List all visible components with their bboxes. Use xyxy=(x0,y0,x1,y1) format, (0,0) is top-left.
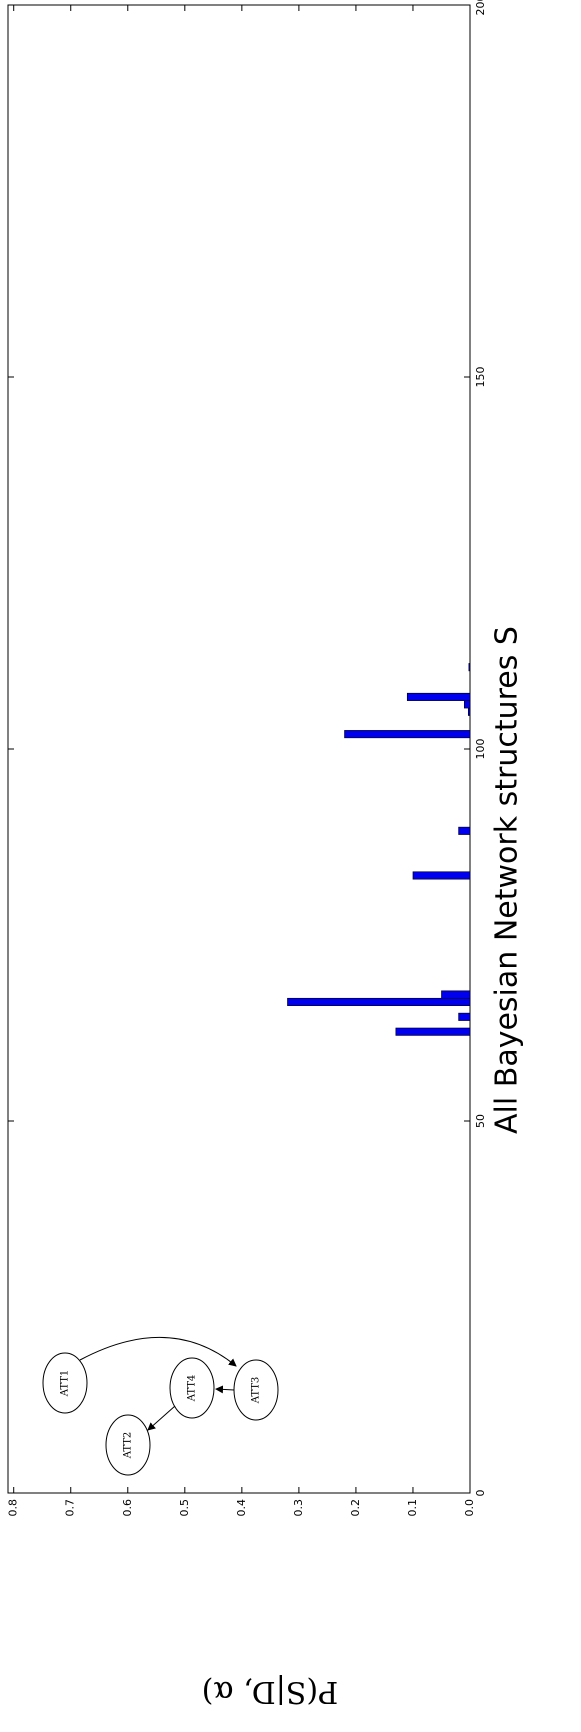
inset-network xyxy=(42,1337,279,1476)
y-tick-label: 0.1 xyxy=(406,1499,419,1517)
bar xyxy=(441,990,471,999)
edge xyxy=(147,1405,176,1431)
x-tick-label: 150 xyxy=(474,367,487,388)
edge xyxy=(79,1337,237,1367)
bar xyxy=(344,730,471,739)
edge xyxy=(215,1385,235,1394)
bar xyxy=(406,692,471,701)
node-label: ATT4 xyxy=(187,1375,198,1403)
bar xyxy=(458,826,471,835)
y-tick-label: 0.6 xyxy=(121,1499,134,1517)
y-tick-label: 0.3 xyxy=(292,1499,305,1517)
y-tick-label: 0.2 xyxy=(349,1499,362,1517)
y-axis-label: P(S|D, α) xyxy=(202,1674,339,1709)
x-axis-label: All Bayesian Network structures S xyxy=(490,626,525,1134)
frame xyxy=(7,4,471,1494)
node xyxy=(169,1357,215,1419)
node xyxy=(105,1414,151,1476)
bar xyxy=(395,1027,471,1036)
bar xyxy=(458,1012,471,1021)
x-tick-label: 0 xyxy=(474,1490,487,1497)
bar xyxy=(468,663,471,672)
x-tick-label: 50 xyxy=(474,1114,487,1128)
y-tick-label: 0.7 xyxy=(64,1499,77,1517)
bar xyxy=(463,700,471,709)
y-tick-label: 0.0 xyxy=(463,1499,476,1517)
y-tick-label: 0.5 xyxy=(178,1499,191,1517)
y-tick-label: 0.8 xyxy=(7,1499,20,1517)
y-tick-label: 0.4 xyxy=(235,1499,248,1517)
node-label: ATT1 xyxy=(60,1370,71,1398)
node-label: ATT3 xyxy=(251,1377,262,1405)
bar xyxy=(412,871,471,880)
node-label: ATT2 xyxy=(123,1432,134,1460)
x-tick-label: 100 xyxy=(474,739,487,760)
x-tick-label: 200 xyxy=(474,0,487,16)
bar xyxy=(287,997,471,1006)
plot-area: ATT1 ATT2 ATT3 ATT4 All Bayesian Network… xyxy=(7,0,525,1709)
bar xyxy=(467,707,471,716)
node xyxy=(42,1352,88,1414)
